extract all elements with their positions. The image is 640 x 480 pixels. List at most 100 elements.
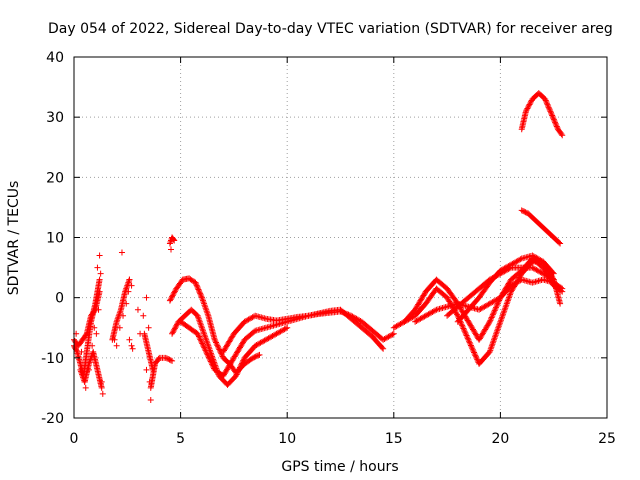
data-point: [198, 293, 205, 300]
data-point: [522, 209, 529, 216]
data-point: [205, 354, 212, 361]
y-tick-label: 0: [55, 291, 64, 307]
data-point: [526, 101, 533, 108]
data-point: [167, 357, 174, 364]
data-point: [122, 287, 129, 294]
data-point: [81, 378, 88, 385]
data-point: [495, 323, 502, 330]
data-point: [95, 306, 102, 313]
data-point: [78, 348, 85, 355]
data-point: [89, 342, 96, 349]
data-point: [500, 311, 507, 318]
data-point: [490, 310, 497, 317]
y-axis-label: SDTVAR / TECUs: [6, 181, 22, 296]
data-point: [390, 330, 397, 337]
data-point: [196, 317, 203, 324]
data-point: [464, 333, 471, 340]
data-point: [197, 290, 204, 297]
data-point: [194, 283, 201, 290]
data-point: [197, 291, 204, 298]
data-points: [71, 90, 566, 403]
data-point: [236, 364, 243, 371]
data-point: [112, 324, 119, 331]
data-point: [193, 282, 200, 289]
data-point: [462, 331, 469, 338]
data-point: [96, 252, 103, 259]
data-point: [169, 329, 176, 336]
data-point: [214, 342, 221, 349]
data-point: [559, 132, 566, 139]
data-point: [488, 314, 495, 321]
x-tick-label: 25: [598, 431, 616, 447]
data-point: [284, 324, 291, 331]
data-point: [234, 370, 241, 377]
data-point: [379, 344, 386, 351]
data-point: [202, 347, 209, 354]
data-point: [491, 335, 498, 342]
data-point: [489, 311, 496, 318]
data-point: [91, 324, 98, 331]
series-track-n: [412, 276, 566, 325]
data-point: [171, 237, 178, 244]
data-point: [462, 329, 469, 336]
data-point: [502, 303, 509, 310]
data-point: [492, 305, 499, 312]
data-point: [201, 346, 208, 353]
data-point: [146, 378, 153, 385]
data-point: [163, 355, 170, 362]
data-point: [491, 307, 498, 314]
data-point: [506, 293, 513, 300]
data-point: [470, 348, 477, 355]
data-point: [493, 330, 500, 337]
data-point: [468, 343, 475, 350]
data-point: [236, 365, 243, 372]
data-point: [551, 117, 558, 124]
x-tick-label: 20: [491, 431, 509, 447]
data-point: [126, 276, 133, 283]
series-track-f: [147, 354, 176, 391]
data-point: [120, 312, 127, 319]
data-point: [543, 100, 550, 107]
data-point: [546, 107, 553, 114]
data-point: [168, 295, 175, 302]
data-point: [240, 357, 247, 364]
data-point: [208, 359, 215, 366]
data-point: [211, 336, 218, 343]
axis-ticks: 0 5 10 15 20 25 -20 -10 0 10 20 30 40: [41, 50, 616, 447]
data-point: [542, 97, 549, 104]
data-point: [123, 300, 130, 307]
data-point: [458, 321, 465, 328]
series-track-d: [109, 276, 133, 343]
data-point: [203, 306, 210, 313]
data-point: [205, 352, 212, 359]
data-point: [207, 358, 214, 365]
data-point: [96, 276, 103, 283]
data-point: [197, 337, 204, 344]
y-tick-label: -20: [41, 411, 64, 427]
data-point: [85, 366, 92, 373]
data-point: [469, 345, 476, 352]
data-point: [114, 315, 121, 322]
data-point: [471, 349, 478, 356]
data-point: [196, 287, 203, 294]
data-point: [123, 284, 130, 291]
data-point: [493, 304, 500, 311]
data-point: [91, 307, 98, 314]
data-point: [169, 357, 176, 364]
data-point: [253, 353, 260, 360]
data-point: [472, 353, 479, 360]
data-point: [99, 390, 106, 397]
data-point: [251, 354, 258, 361]
data-point: [235, 367, 242, 374]
data-point: [147, 396, 154, 403]
data-point: [201, 332, 208, 339]
data-point: [174, 321, 181, 328]
data-point: [196, 289, 203, 296]
data-point: [494, 326, 501, 333]
data-point: [194, 285, 201, 292]
data-point: [488, 342, 495, 349]
data-point: [467, 342, 474, 349]
series-track-c: [77, 348, 105, 391]
data-point: [218, 352, 225, 359]
